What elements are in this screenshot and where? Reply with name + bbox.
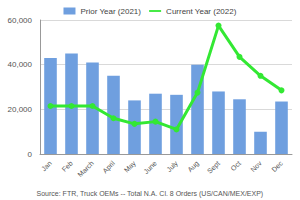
svg-text:0: 0: [28, 150, 33, 159]
svg-text:Jan: Jan: [40, 159, 53, 172]
svg-text:60,000: 60,000: [8, 16, 33, 25]
svg-text:July: July: [165, 159, 180, 174]
svg-text:May: May: [123, 159, 138, 174]
svg-text:Current Year (2022): Current Year (2022): [166, 7, 237, 16]
svg-text:Nov: Nov: [249, 159, 263, 173]
svg-text:Feb: Feb: [61, 159, 75, 173]
svg-text:40,000: 40,000: [8, 60, 33, 69]
svg-text:Prior Year (2021): Prior Year (2021): [80, 7, 141, 16]
svg-text:Source: FTR, Truck OEMs -- Tot: Source: FTR, Truck OEMs -- Total N.A. Cl…: [37, 190, 264, 198]
svg-text:20,000: 20,000: [8, 105, 33, 114]
svg-text:Oct: Oct: [229, 159, 242, 172]
svg-text:Sept: Sept: [206, 159, 222, 175]
svg-text:Aug: Aug: [186, 159, 201, 174]
svg-text:March: March: [76, 159, 95, 178]
svg-text:June: June: [142, 159, 158, 175]
svg-text:Dec: Dec: [270, 159, 284, 173]
svg-text:April: April: [101, 159, 117, 175]
